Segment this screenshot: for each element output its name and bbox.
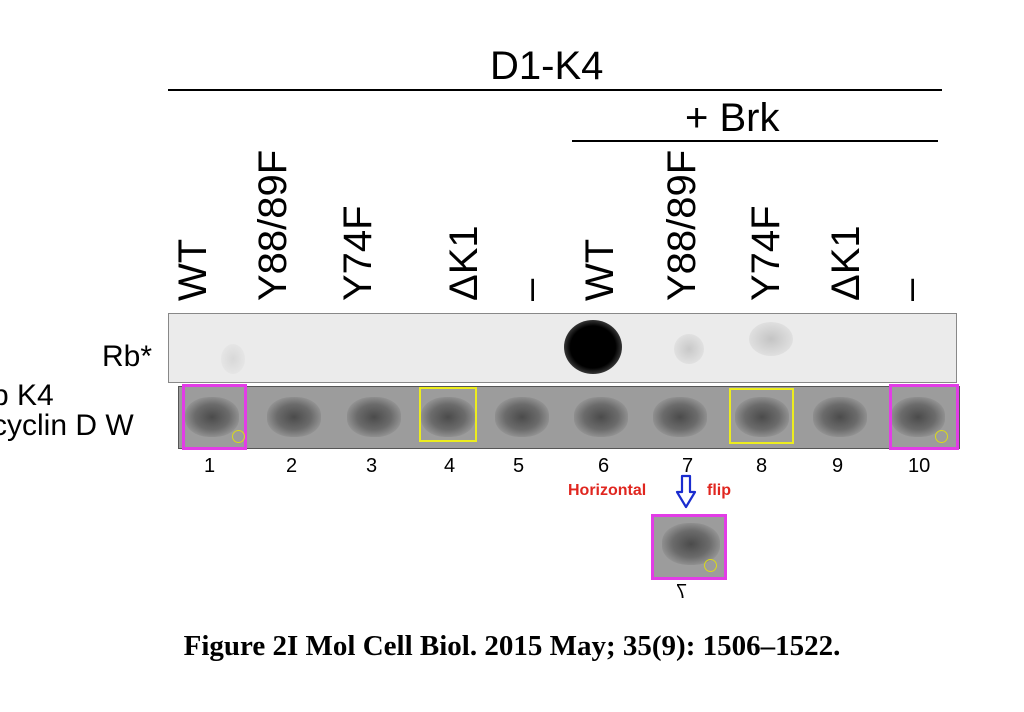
cyclin-band-lane-7 <box>653 397 707 437</box>
circle-marker-lane-1 <box>232 430 245 443</box>
lane-label-8: Y74F <box>744 205 788 301</box>
lane-number-8: 8 <box>756 455 768 477</box>
flipped-lane-7-inset <box>651 514 727 580</box>
yellow-box-lane-8 <box>729 388 794 444</box>
lane-label-3: Y74F <box>336 205 380 301</box>
cyclin-band-lane-6 <box>574 397 628 437</box>
circle-marker-lane-10 <box>935 430 948 443</box>
lane-number-10: 10 <box>908 455 931 477</box>
cyclin-band-lane-9 <box>813 397 867 437</box>
down-arrow-icon <box>675 474 697 509</box>
lane-number-2: 2 <box>286 455 298 477</box>
rb-band-lane-1 <box>221 344 245 374</box>
row-label-ip-k4: p K4 <box>0 379 54 412</box>
lane-label-2: Y88/89F <box>251 149 295 301</box>
lane-label-9: ΔK1 <box>824 225 868 301</box>
lane-label-7: Y88/89F <box>660 149 704 301</box>
header-d1-k4: D1-K4 <box>490 44 604 88</box>
rb-band-lane-7 <box>674 334 704 364</box>
annotation-flip: flip <box>707 482 731 499</box>
header-brk: + Brk <box>685 96 780 140</box>
cyclin-band-lane-10 <box>891 397 945 437</box>
rb-band-lane-6 <box>564 320 622 374</box>
cyclin-band-lane-8 <box>735 397 789 437</box>
lane-number-5: 5 <box>513 455 525 477</box>
d1-k4-bracket-line <box>168 89 942 91</box>
row-label-cyclin: cyclin D W <box>0 409 134 442</box>
cyclin-band-lane-1 <box>185 397 239 437</box>
cyclin-band-lane-5 <box>495 397 549 437</box>
cyclin-band-lane-3 <box>347 397 401 437</box>
rb-blot-panel <box>168 313 957 383</box>
inset-circle-marker <box>704 559 717 572</box>
cyclin-band-lane-4 <box>421 397 475 437</box>
lane-number-1: 1 <box>204 455 216 477</box>
lane-label-10: – <box>888 278 932 301</box>
lane-label-4: ΔK1 <box>442 225 486 301</box>
lane-number-4: 4 <box>444 455 456 477</box>
annotation-horizontal: Horizontal <box>568 482 647 499</box>
lane-label-1: WT <box>171 238 215 301</box>
inset-band <box>662 523 720 565</box>
flipped-lane-number: 7 <box>676 581 688 603</box>
rb-band-lane-8 <box>749 322 793 356</box>
figure-caption: Figure 2I Mol Cell Biol. 2015 May; 35(9)… <box>183 630 841 662</box>
lane-number-6: 6 <box>598 455 610 477</box>
lane-label-6: WT <box>578 238 622 301</box>
row-label-rb: Rb* <box>102 340 153 373</box>
cyclin-band-lane-2 <box>267 397 321 437</box>
cyclin-blot-panel <box>178 386 960 449</box>
brk-bracket-line <box>572 140 938 142</box>
magenta-box-lane-10 <box>889 384 959 450</box>
magenta-box-lane-1 <box>182 384 247 450</box>
lane-number-3: 3 <box>366 455 378 477</box>
lane-number-7: 7 <box>682 455 694 477</box>
yellow-box-lane-4 <box>419 387 477 442</box>
lane-number-9: 9 <box>832 455 844 477</box>
lane-label-5: – <box>508 278 552 301</box>
